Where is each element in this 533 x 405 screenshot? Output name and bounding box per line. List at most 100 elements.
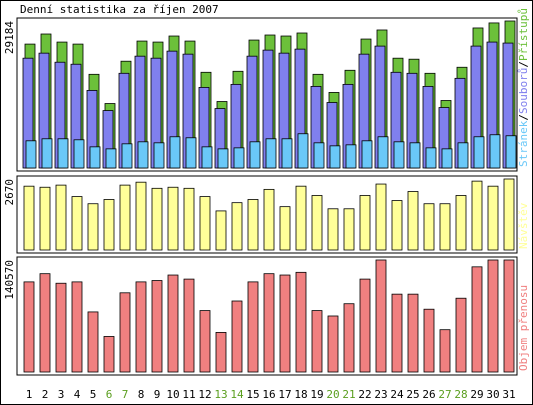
- bar: [135, 281, 147, 373]
- bar: [375, 183, 387, 251]
- x-tick-label: 9: [154, 388, 161, 401]
- bar: [295, 185, 307, 251]
- bar: [359, 278, 371, 373]
- legend: Návštěv: [517, 202, 530, 249]
- bar: [343, 303, 355, 373]
- bar: [119, 292, 131, 373]
- y-tick-label: 2670: [3, 179, 16, 206]
- bar: [217, 148, 229, 169]
- bar: [279, 206, 291, 251]
- bar: [55, 282, 67, 373]
- bar: [409, 142, 421, 169]
- bar: [39, 186, 51, 251]
- bar: [25, 140, 37, 169]
- bar: [297, 133, 309, 169]
- x-tick-label: 4: [74, 388, 81, 401]
- bar: [103, 336, 115, 373]
- x-tick-label: 29: [470, 388, 483, 401]
- legend-entry: Souborů: [517, 68, 530, 114]
- bar: [151, 187, 163, 251]
- x-tick-label: 28: [454, 388, 467, 401]
- bar: [487, 185, 499, 251]
- x-tick-label: 3: [58, 388, 65, 401]
- bar: [55, 184, 67, 251]
- legend-entry: Přístupů: [517, 8, 530, 61]
- bar: [233, 147, 245, 169]
- bar: [263, 188, 275, 251]
- bar: [265, 138, 277, 169]
- bar: [215, 332, 227, 373]
- x-tick-label: 12: [198, 388, 211, 401]
- bar: [377, 136, 389, 169]
- bar: [329, 145, 341, 169]
- bar: [471, 180, 483, 251]
- x-tick-label: 27: [438, 388, 451, 401]
- bar: [345, 144, 357, 169]
- legend-separator: /: [517, 114, 530, 121]
- legend: Objem přenosu: [517, 285, 530, 371]
- x-tick-label: 22: [358, 388, 371, 401]
- bar: [423, 203, 435, 251]
- bar: [279, 274, 291, 373]
- bar: [439, 203, 451, 251]
- x-tick-label: 16: [262, 388, 275, 401]
- x-tick-label: 11: [182, 388, 195, 401]
- x-tick-label: 30: [486, 388, 499, 401]
- bar: [169, 136, 181, 169]
- bar: [105, 148, 117, 169]
- x-tick-label: 23: [374, 388, 387, 401]
- bar: [343, 208, 355, 251]
- bar: [119, 184, 131, 251]
- legend-entry: Stránek: [517, 120, 530, 167]
- x-tick-label: 15: [246, 388, 259, 401]
- x-tick-label: 31: [502, 388, 515, 401]
- bar: [407, 191, 419, 251]
- x-tick-label: 19: [310, 388, 323, 401]
- bar: [87, 203, 99, 251]
- bar: [361, 140, 373, 169]
- chart-title: Denní statistika za říjen 2007: [20, 3, 219, 16]
- bar: [473, 136, 485, 169]
- bar: [201, 146, 213, 169]
- bar: [263, 273, 275, 373]
- bar: [39, 273, 51, 373]
- bar: [215, 210, 227, 251]
- x-tick-label: 20: [326, 388, 339, 401]
- x-tick-label: 14: [230, 388, 244, 401]
- bar: [489, 134, 501, 169]
- bar: [391, 200, 403, 251]
- bar: [359, 195, 371, 251]
- bar: [425, 147, 437, 169]
- bar: [167, 274, 179, 373]
- x-tick-label: 2: [42, 388, 49, 401]
- bar: [313, 142, 325, 169]
- bar: [57, 138, 69, 169]
- bar: [41, 138, 53, 169]
- bar: [151, 280, 163, 373]
- bar: [503, 259, 515, 373]
- bar: [167, 186, 179, 251]
- bar: [439, 329, 451, 373]
- bar: [295, 271, 307, 373]
- bar: [183, 278, 195, 373]
- x-tick-label: 25: [406, 388, 419, 401]
- bar: [231, 300, 243, 373]
- x-tick-label: 13: [214, 388, 227, 401]
- bar: [71, 196, 83, 251]
- bar: [455, 195, 467, 251]
- legend-entry: Objem přenosu: [517, 285, 530, 371]
- bar: [311, 195, 323, 251]
- bar: [135, 181, 147, 251]
- x-tick-label: 26: [422, 388, 435, 401]
- bar: [23, 185, 35, 251]
- bar: [249, 141, 261, 169]
- x-tick-label: 21: [342, 388, 355, 401]
- x-tick-label: 18: [294, 388, 307, 401]
- bar: [471, 266, 483, 373]
- bar: [199, 310, 211, 373]
- bar: [423, 308, 435, 373]
- bar: [375, 259, 387, 373]
- bar: [455, 297, 467, 373]
- bar: [89, 146, 101, 169]
